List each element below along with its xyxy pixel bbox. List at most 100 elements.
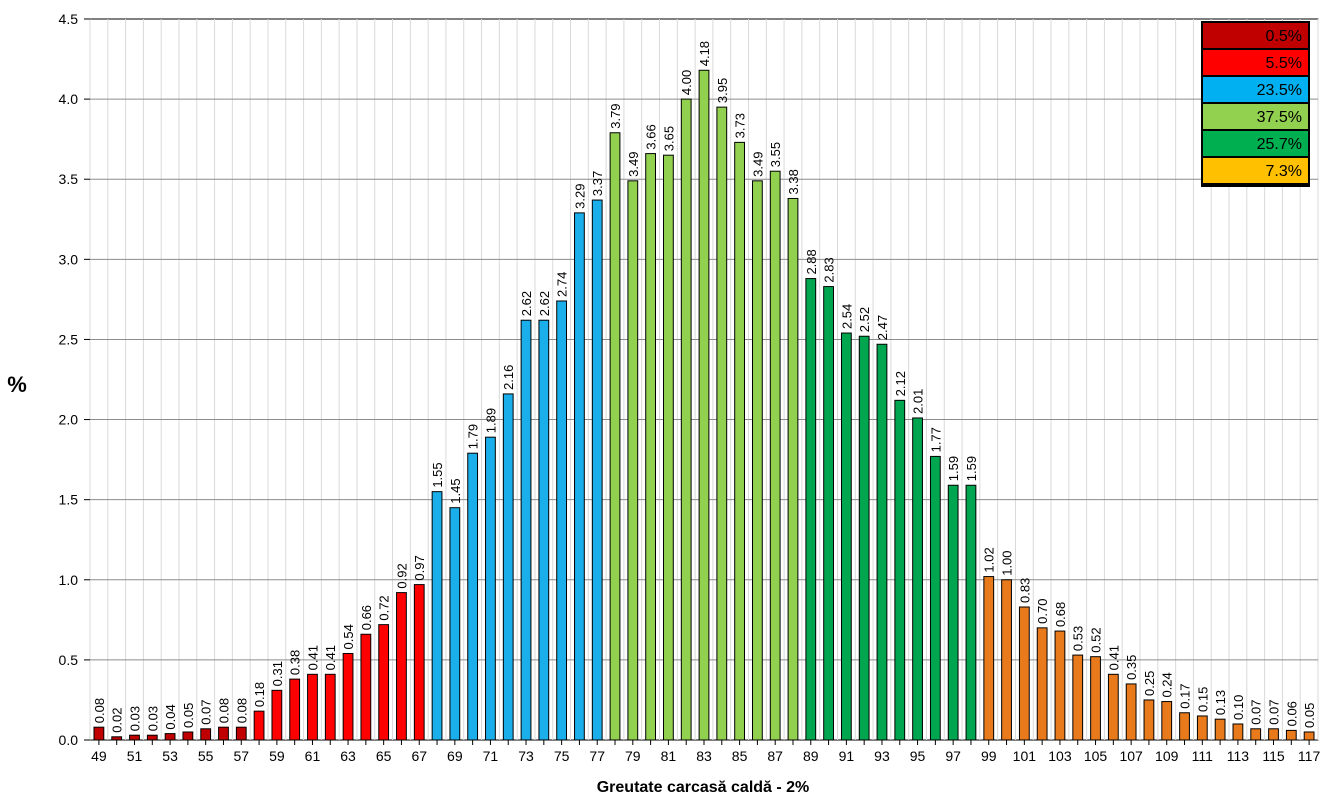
value-label: 3.49 — [750, 152, 765, 177]
bar-72 — [502, 393, 514, 741]
value-label: 2.54 — [839, 304, 854, 329]
legend-item: 5.5% — [1266, 55, 1302, 72]
value-label: 0.03 — [127, 706, 142, 731]
bar-51 — [129, 734, 140, 741]
bar-56 — [218, 726, 229, 741]
y-tick-label: 2.0 — [59, 412, 79, 428]
x-tick-label: 113 — [1227, 748, 1250, 764]
value-label: 0.08 — [92, 698, 107, 723]
bar-66 — [396, 592, 407, 741]
value-label: 3.79 — [608, 103, 623, 128]
bar-53 — [164, 733, 176, 741]
x-tick-label: 59 — [269, 748, 285, 764]
bar-106 — [1107, 673, 1119, 741]
bar-50 — [111, 736, 123, 741]
bar-57 — [235, 726, 247, 741]
bar-58 — [253, 710, 265, 741]
value-label: 1.55 — [430, 462, 445, 487]
x-tick-label: 71 — [483, 748, 499, 764]
bar-103 — [1054, 630, 1066, 741]
value-label: 3.73 — [733, 113, 748, 138]
bar-84 — [716, 106, 728, 741]
bar-97 — [947, 484, 959, 741]
x-tick-label: 81 — [661, 748, 677, 764]
bar-109 — [1161, 701, 1173, 741]
x-tick-label: 57 — [233, 748, 249, 764]
value-label: 0.66 — [359, 605, 374, 630]
x-tick-label: 75 — [554, 748, 570, 764]
value-label: 1.00 — [1000, 550, 1015, 575]
bar-54 — [182, 731, 194, 741]
x-tick-label: 89 — [803, 748, 819, 764]
value-label: 3.66 — [644, 124, 659, 149]
x-tick-label: 69 — [447, 748, 463, 764]
value-label: 0.53 — [1071, 626, 1086, 651]
value-label: 0.41 — [305, 645, 320, 670]
bar-111 — [1196, 715, 1208, 741]
value-label: 0.72 — [377, 595, 392, 620]
bar-70 — [467, 452, 479, 741]
bar-76 — [574, 212, 585, 741]
x-tick-label: 115 — [1262, 748, 1285, 764]
value-label: 0.68 — [1053, 602, 1068, 627]
x-tick-label: 109 — [1155, 748, 1179, 764]
bar-95 — [912, 417, 923, 741]
value-label: 3.65 — [661, 126, 676, 151]
bar-104 — [1072, 654, 1084, 741]
value-labels: 0.08 0.02 0.03 0.03 0.04 0.05 0.07 0.08 0.080.18… — [92, 41, 1317, 733]
value-label: 0.70 — [1035, 599, 1050, 624]
value-label: 0.35 — [1124, 655, 1139, 680]
x-tick-label: 105 — [1084, 748, 1108, 764]
x-tick-label: 97 — [945, 748, 961, 764]
bar-91 — [840, 332, 852, 741]
value-label: 2.62 — [519, 291, 534, 316]
x-tick-label: 101 — [1013, 748, 1037, 764]
bar-71 — [485, 436, 496, 741]
bar-52 — [146, 734, 158, 741]
y-tick-label: 4.5 — [59, 11, 79, 27]
bar-69 — [449, 507, 461, 741]
value-label: 0.17 — [1178, 683, 1193, 708]
legend-swatch — [1203, 77, 1308, 102]
bar-55 — [200, 728, 212, 741]
bar-78 — [609, 132, 621, 741]
value-label: 1.79 — [466, 424, 481, 449]
value-label: 0.41 — [1106, 645, 1121, 670]
x-tick-label: 93 — [874, 748, 890, 764]
bar-81 — [663, 154, 674, 741]
x-tick-label: 67 — [411, 748, 427, 764]
legend-item: 7.3% — [1266, 163, 1302, 180]
value-label: 3.29 — [572, 184, 587, 209]
value-label: 3.38 — [786, 169, 801, 194]
value-label: 0.25 — [1142, 671, 1157, 696]
legend-swatch — [1203, 104, 1308, 129]
value-label: 3.95 — [715, 78, 730, 103]
y-tick-label: 1.0 — [59, 572, 79, 588]
bar-114 — [1250, 728, 1262, 741]
legend: 0.5% 5.5% 23.5% 37.5% 25.7% 7.3% — [1201, 21, 1310, 187]
bar-79 — [627, 180, 639, 741]
bar-99 — [983, 576, 995, 741]
bar-115 — [1268, 728, 1279, 741]
bar-86 — [751, 180, 763, 741]
y-tick-label: 3.5 — [59, 171, 79, 187]
value-label: 1.02 — [982, 547, 997, 572]
value-label: 0.05 — [1302, 703, 1317, 728]
x-axis-label: Greutate carcasă caldă - 2% — [597, 779, 810, 796]
value-label: 2.47 — [875, 315, 890, 340]
bar-102 — [1036, 627, 1048, 741]
bar-92 — [858, 335, 870, 741]
bar-93 — [876, 343, 888, 741]
legend-swatch — [1203, 158, 1308, 183]
x-tick-label: 111 — [1192, 748, 1213, 764]
bars — [93, 69, 1315, 741]
value-label: 1.77 — [928, 427, 943, 452]
value-label: 2.16 — [501, 365, 516, 390]
bar-94 — [894, 399, 906, 741]
value-label: 1.89 — [483, 408, 498, 433]
x-tick-label: 107 — [1119, 748, 1143, 764]
bar-108 — [1143, 699, 1155, 741]
value-label: 1.59 — [946, 456, 961, 481]
bar-105 — [1090, 656, 1101, 741]
